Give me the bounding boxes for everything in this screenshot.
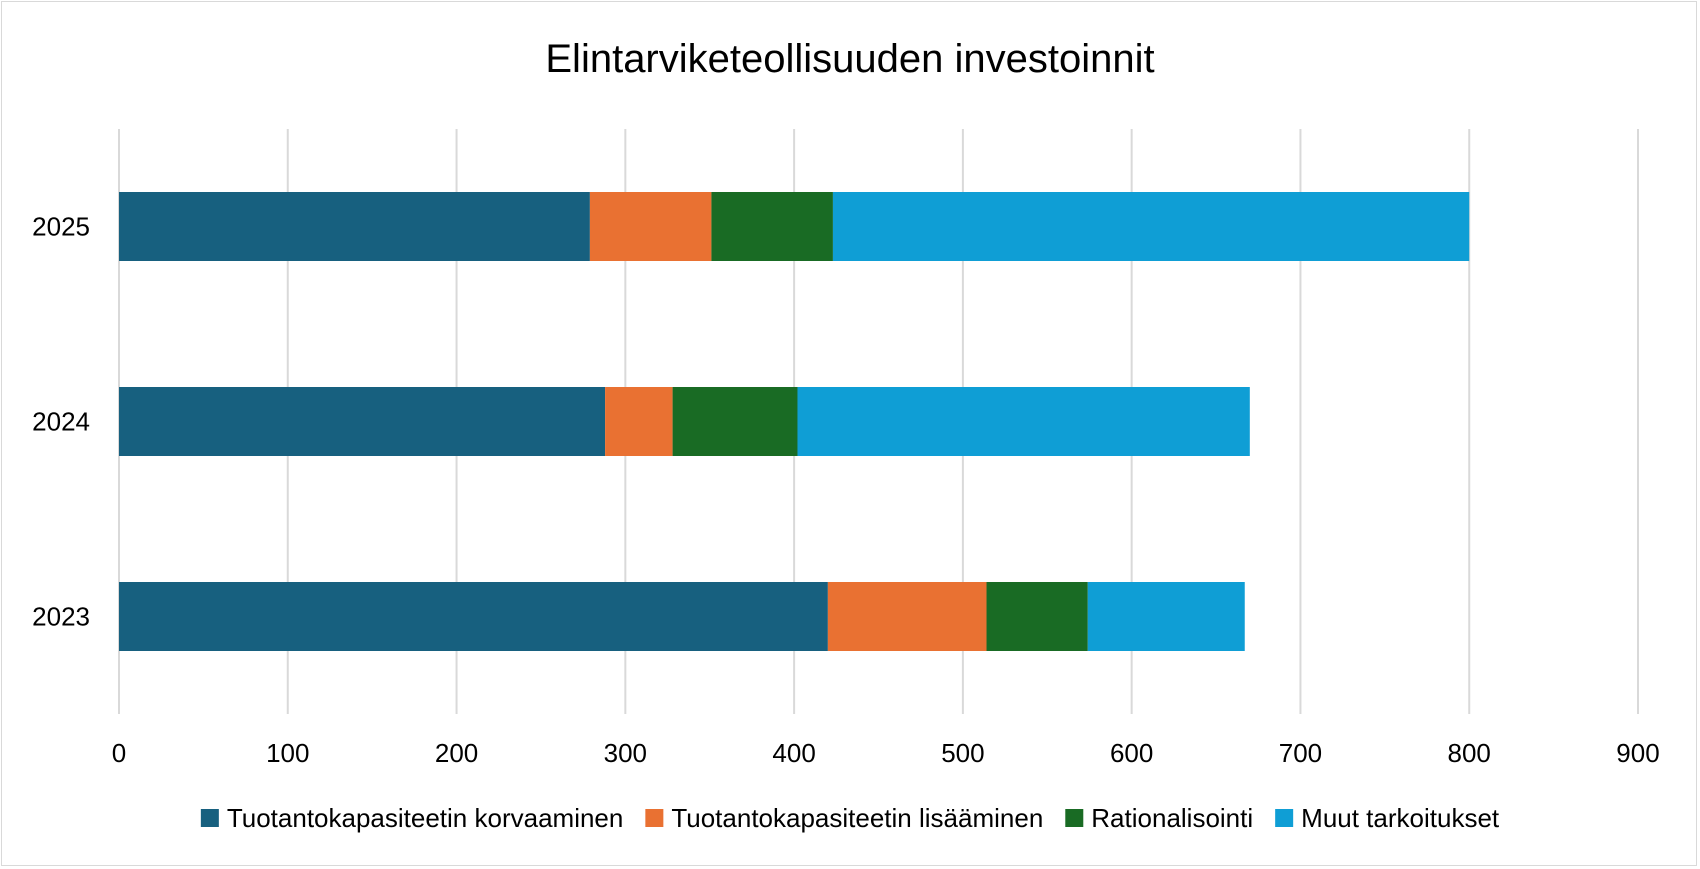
legend-label: Tuotantokapasiteetin korvaaminen: [227, 803, 624, 833]
bar-segment: [832, 192, 1470, 261]
legend-swatch: [1065, 809, 1084, 827]
bar-segment: [119, 192, 590, 261]
bar-segment: [827, 582, 987, 651]
x-tick-label: 500: [941, 738, 984, 768]
x-tick-label: 900: [1616, 738, 1659, 768]
bar-segment: [797, 387, 1250, 456]
legend-swatch: [200, 809, 219, 827]
legend-item: Tuotantokapasiteetin lisääminen: [645, 803, 1043, 833]
x-tick-label: 600: [1110, 738, 1153, 768]
x-tick-label: 0: [112, 738, 126, 768]
x-tick-label: 200: [435, 738, 478, 768]
legend-label: Muut tarkoitukset: [1301, 803, 1500, 833]
bar-segment: [711, 192, 833, 261]
x-tick-label: 300: [604, 738, 647, 768]
bar-segment: [605, 387, 673, 456]
x-tick-label: 100: [266, 738, 309, 768]
bars: [119, 192, 1470, 651]
x-axis-labels: 0 100 200 300 400 500 600 700 800 900: [112, 738, 1660, 768]
bar-segment: [119, 582, 828, 651]
bar-segment: [119, 387, 606, 456]
x-tick-label: 800: [1448, 738, 1491, 768]
x-tick-label: 700: [1279, 738, 1322, 768]
legend-swatch: [645, 809, 664, 827]
bar-segment: [986, 582, 1088, 651]
legend: Tuotantokapasiteetin korvaaminen Tuotanto…: [200, 803, 1500, 833]
chart-title: Elintarviketeollisuuden investoinnit: [545, 37, 1154, 81]
legend-item: Muut tarkoitukset: [1275, 803, 1500, 833]
x-tick-label: 400: [772, 738, 815, 768]
y-tick-label: 2024: [32, 407, 90, 437]
y-tick-label: 2025: [32, 212, 90, 242]
bar-segment: [1087, 582, 1245, 651]
legend-item: Rationalisointi: [1065, 803, 1253, 833]
bar-segment: [672, 387, 798, 456]
bar-segment: [589, 192, 712, 261]
y-axis-labels: 2025 2024 2023: [32, 212, 90, 632]
legend-item: Tuotantokapasiteetin korvaaminen: [200, 803, 624, 833]
legend-label: Rationalisointi: [1091, 803, 1253, 833]
legend-swatch: [1275, 809, 1294, 827]
y-tick-label: 2023: [32, 602, 90, 632]
legend-label: Tuotantokapasiteetin lisääminen: [671, 803, 1043, 833]
